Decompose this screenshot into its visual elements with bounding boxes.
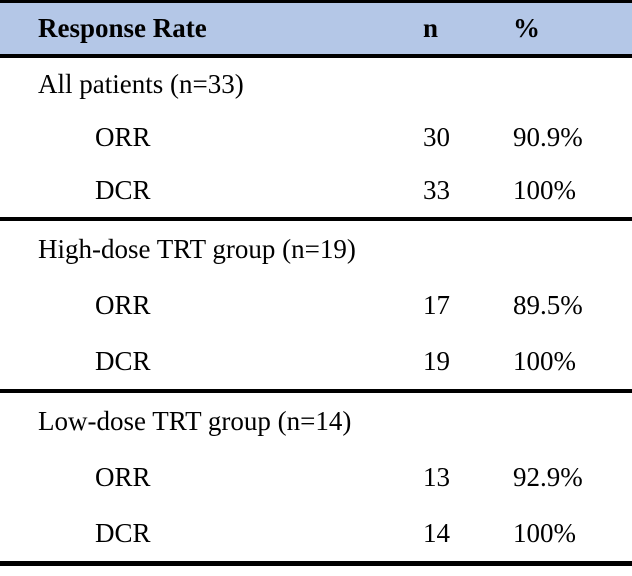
percent-value: 89.5%: [513, 289, 583, 320]
table-row: DCR 33 100%: [0, 164, 632, 217]
percent-value: 100%: [513, 517, 576, 548]
group-label: High-dose TRT group (n=19): [38, 233, 356, 264]
section-all-patients: All patients (n=33) ORR 30 90.9% DCR 33 …: [0, 58, 632, 221]
n-value: 13: [423, 461, 450, 492]
group-label-row: Low-dose TRT group (n=14): [0, 393, 632, 449]
n-value: 33: [423, 175, 450, 205]
group-label-row: High-dose TRT group (n=19): [0, 221, 632, 277]
metric-label: DCR: [95, 517, 151, 548]
group-label: Low-dose TRT group (n=14): [38, 405, 352, 436]
percent-value: 92.9%: [513, 461, 583, 492]
group-label-row: All patients (n=33): [0, 58, 632, 111]
table-row: ORR 30 90.9%: [0, 111, 632, 164]
percent-value: 90.9%: [513, 122, 583, 152]
n-value: 14: [423, 517, 450, 548]
header-response-rate-label: Response Rate: [38, 13, 207, 43]
table-row: ORR 13 92.9%: [0, 449, 632, 505]
table-row: DCR 14 100%: [0, 505, 632, 561]
percent-value: 100%: [513, 345, 576, 376]
metric-label: DCR: [95, 345, 151, 376]
table-row: DCR 19 100%: [0, 333, 632, 389]
n-value: 30: [423, 122, 450, 152]
header-n-label: n: [423, 13, 439, 43]
header-percent-label: %: [513, 13, 540, 43]
n-value: 19: [423, 345, 450, 376]
metric-label: DCR: [95, 175, 151, 205]
metric-label: ORR: [95, 461, 151, 492]
section-high-dose: High-dose TRT group (n=19) ORR 17 89.5% …: [0, 221, 632, 393]
table-header: Response Rate n %: [0, 0, 632, 58]
table-row: ORR 17 89.5%: [0, 277, 632, 333]
n-value: 17: [423, 289, 450, 320]
group-label: All patients (n=33): [38, 69, 244, 99]
metric-label: ORR: [95, 289, 151, 320]
percent-value: 100%: [513, 175, 576, 205]
metric-label: ORR: [95, 122, 151, 152]
section-low-dose: Low-dose TRT group (n=14) ORR 13 92.9% D…: [0, 393, 632, 566]
